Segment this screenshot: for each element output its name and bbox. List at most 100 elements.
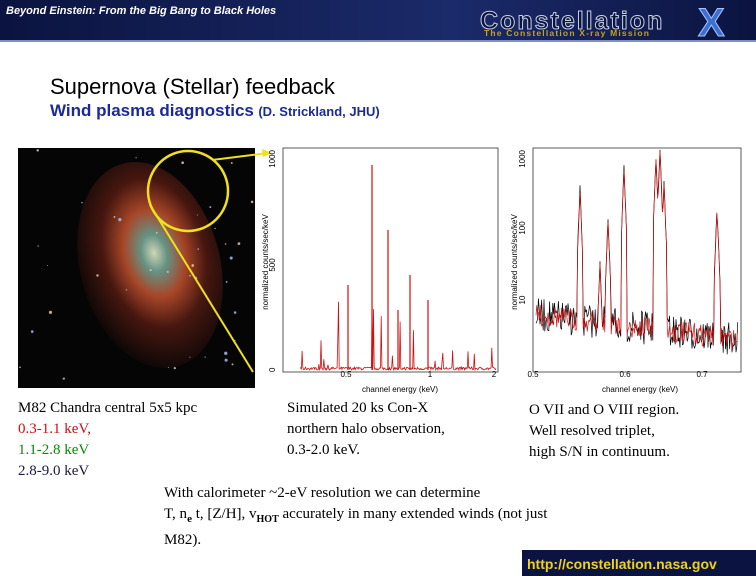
pointer-line xyxy=(149,204,254,373)
caption-line: Well resolved triplet, xyxy=(529,423,655,439)
caption-line: O VII and O VIII region. xyxy=(529,402,680,418)
x-tick-label: 1 xyxy=(428,370,433,379)
spectrum-left-trace xyxy=(300,165,497,372)
subscript: e xyxy=(187,513,192,525)
header-rule xyxy=(0,40,756,42)
caption-line: northern halo observation, xyxy=(287,421,445,437)
star xyxy=(237,242,241,245)
x-tick-label: 0.6 xyxy=(619,370,631,379)
text: accurately in many extended winds (not j… xyxy=(278,506,548,522)
header-bar xyxy=(0,0,756,42)
x-tick-label: 0.5 xyxy=(340,370,352,379)
y-axis-label: normalized counts/sec/keV xyxy=(261,214,270,310)
text: T, n xyxy=(164,506,188,522)
pointer-line xyxy=(211,152,269,161)
caption-line: Simulated 20 ks Con-X xyxy=(287,400,429,416)
star xyxy=(125,289,128,291)
logo-word: Constellation xyxy=(480,7,664,35)
image-caption: M82 Chandra central 5x5 kpc 0.3-1.1 keV,… xyxy=(18,398,197,482)
conclusion-line: T, ne t, [Z/H], vHOT accurately in many … xyxy=(164,504,547,530)
x-tick-label: 2 xyxy=(492,370,497,379)
logo-letter: X xyxy=(698,1,725,45)
star xyxy=(204,356,206,358)
star xyxy=(229,256,233,260)
spectrum-line xyxy=(535,151,738,350)
text: t, [Z/H], v xyxy=(191,506,257,522)
star xyxy=(167,367,169,369)
star xyxy=(189,274,191,277)
star xyxy=(225,280,228,283)
caption-line: high S/N in continuum. xyxy=(529,444,670,460)
star xyxy=(173,367,176,370)
footer-bar xyxy=(522,550,756,576)
star xyxy=(166,270,169,273)
y-tick-label: 1000 xyxy=(518,149,527,167)
caption-line: 2.8-9.0 keV xyxy=(18,463,90,479)
star xyxy=(209,206,212,209)
caption-line: 0.3-1.1 keV, xyxy=(18,421,92,437)
star xyxy=(197,248,200,250)
star xyxy=(189,356,191,358)
spectrum-left-frame xyxy=(282,147,499,373)
star xyxy=(62,377,66,380)
y-tick-label: 1000 xyxy=(268,149,277,167)
footer-url[interactable]: http://constellation.nasa.gov xyxy=(527,556,717,572)
star xyxy=(181,161,184,165)
y-tick-label: 10 xyxy=(518,295,527,304)
conclusion: With calorimeter ~2-eV resolution we can… xyxy=(164,483,547,551)
spectrum-right-trace xyxy=(535,149,738,355)
y-tick-label: 100 xyxy=(518,221,527,235)
credit: (D. Strickland, JHU) xyxy=(258,104,380,119)
highlight-circle xyxy=(146,149,230,233)
star xyxy=(19,366,21,369)
pointer-arrow xyxy=(262,149,272,157)
star xyxy=(118,217,122,222)
star xyxy=(230,162,233,164)
star xyxy=(48,310,53,314)
star xyxy=(224,243,227,245)
star xyxy=(231,363,234,366)
star-field xyxy=(19,149,254,380)
x-tick-label: 0.5 xyxy=(527,370,539,379)
x-axis-label: channel energy (keV) xyxy=(602,385,678,394)
star xyxy=(233,311,237,314)
caption-line: M82 Chandra central 5x5 kpc xyxy=(18,400,198,416)
simulation-caption: Simulated 20 ks Con-X northern halo obse… xyxy=(287,398,445,461)
m82-glow xyxy=(77,161,223,369)
star xyxy=(36,149,39,152)
spectrum-line xyxy=(535,149,738,355)
slide-title: Supernova (Stellar) feedback xyxy=(50,74,335,99)
conclusion-line: With calorimeter ~2-eV resolution we can… xyxy=(164,485,481,501)
star xyxy=(214,227,216,230)
conclusion-line: M82). xyxy=(164,532,202,548)
star xyxy=(96,274,99,277)
x-tick-label: 0.7 xyxy=(696,370,708,379)
star xyxy=(149,269,152,272)
star xyxy=(196,214,198,216)
slide-subtitle: Wind plasma diagnostics (D. Strickland, … xyxy=(50,101,380,121)
y-tick-label: 0 xyxy=(268,367,277,372)
star xyxy=(250,200,254,204)
tagline: Beyond Einstein: From the Big Bang to Bl… xyxy=(6,5,276,17)
caption-line: 0.3-2.0 keV. xyxy=(287,442,361,458)
logo-subtitle: The Constellation X-ray Mission xyxy=(484,28,650,38)
star xyxy=(30,330,34,333)
star xyxy=(37,245,39,247)
star xyxy=(113,215,116,218)
star xyxy=(81,201,83,204)
subtitle: Wind plasma diagnostics xyxy=(50,101,254,120)
star xyxy=(191,264,195,267)
star xyxy=(47,264,49,266)
y-tick-label: 500 xyxy=(268,258,277,272)
star xyxy=(224,351,228,355)
star xyxy=(135,157,137,159)
star xyxy=(155,231,158,234)
x-axis-label: channel energy (keV) xyxy=(362,385,438,394)
star xyxy=(224,358,228,362)
region-caption: O VII and O VIII region. Well resolved t… xyxy=(529,400,679,463)
subscript: HOT xyxy=(256,514,279,525)
y-axis-label: normalized counts/sec/keV xyxy=(510,214,519,310)
caption-line: 1.1-2.8 keV xyxy=(18,442,90,458)
